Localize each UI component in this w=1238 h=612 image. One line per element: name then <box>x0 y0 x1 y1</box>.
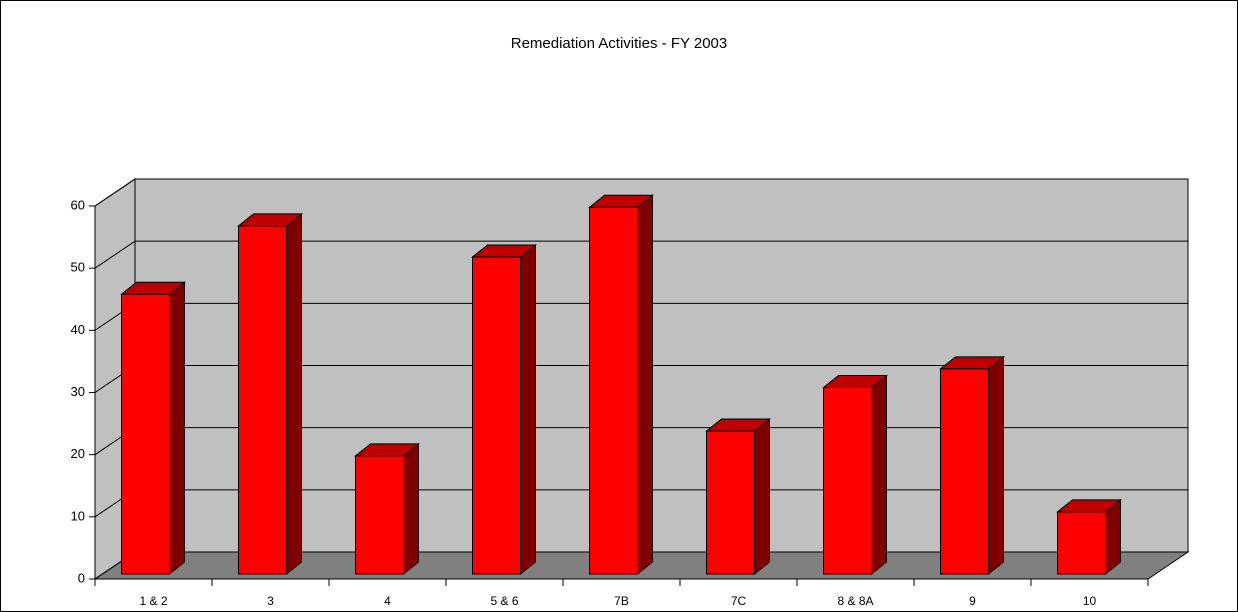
x-tick-label: 9 <box>969 594 976 608</box>
grid-line <box>94 178 1188 207</box>
bar <box>120 281 186 576</box>
y-tick-label: 40 <box>71 322 85 337</box>
y-tick-label: 30 <box>71 384 85 399</box>
y-tick-label: 60 <box>71 197 85 212</box>
x-tick-label: 1 & 2 <box>139 594 167 608</box>
bar-front <box>1057 511 1106 575</box>
bar <box>822 374 888 576</box>
grid-line <box>94 240 1188 269</box>
bar <box>1056 498 1122 576</box>
bar-side <box>286 212 302 576</box>
bar-front <box>706 430 755 575</box>
x-tick-label: 8 & 8A <box>837 594 873 608</box>
bar-front <box>823 387 872 575</box>
bar-front <box>472 256 521 575</box>
bar-front <box>589 206 638 575</box>
y-tick-label: 10 <box>71 508 85 523</box>
x-tick-label: 4 <box>384 594 391 608</box>
x-tick-label: 10 <box>1083 594 1097 608</box>
bar-side <box>169 281 185 576</box>
bar <box>471 243 537 576</box>
x-tick-label: 7C <box>731 594 747 608</box>
bar-front <box>238 225 287 575</box>
bar <box>237 212 303 576</box>
bar <box>354 442 420 576</box>
bar-front <box>355 455 404 575</box>
bar <box>705 417 771 576</box>
bar-side <box>637 194 653 576</box>
y-tick-label: 0 <box>78 570 85 585</box>
x-tick-label: 3 <box>267 594 274 608</box>
bar-front <box>940 368 989 575</box>
bar-front <box>121 293 170 575</box>
bar-side <box>754 417 770 576</box>
x-tick-label: 5 & 6 <box>490 594 518 608</box>
y-tick-label: 50 <box>71 260 85 275</box>
bar-side <box>871 374 887 576</box>
chart-title: Remediation Activities - FY 2003 <box>511 35 728 52</box>
bar-side <box>1105 498 1121 576</box>
bar <box>939 355 1005 576</box>
bar-side <box>403 442 419 576</box>
bar <box>588 194 654 576</box>
x-tick-label: 7B <box>614 594 629 608</box>
bar-side <box>520 243 536 576</box>
y-tick-label: 20 <box>71 446 85 461</box>
bar-side <box>988 355 1004 576</box>
